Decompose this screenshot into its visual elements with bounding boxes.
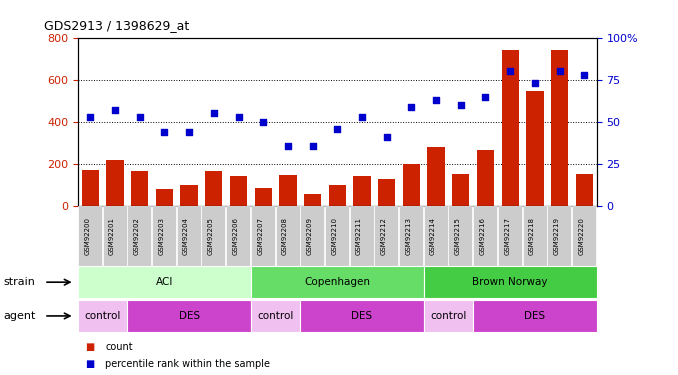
Point: [480, 94, 491, 100]
Text: count: count: [105, 342, 133, 352]
Point: [357, 114, 367, 120]
Point: [554, 68, 565, 74]
Text: GSM92201: GSM92201: [109, 217, 115, 255]
Text: ACI: ACI: [156, 277, 173, 287]
Text: GSM92213: GSM92213: [405, 217, 412, 255]
Text: strain: strain: [3, 277, 35, 287]
Bar: [230, 176, 247, 206]
Text: ■: ■: [85, 342, 94, 352]
Text: DES: DES: [524, 311, 546, 321]
Point: [283, 142, 294, 148]
Bar: [304, 194, 321, 206]
Point: [208, 110, 219, 116]
Text: control: control: [85, 311, 121, 321]
Text: GSM92217: GSM92217: [504, 217, 510, 255]
Bar: [131, 171, 148, 206]
Bar: [452, 174, 469, 206]
Text: GSM92212: GSM92212: [381, 217, 386, 255]
Point: [159, 129, 170, 135]
Bar: [427, 147, 445, 206]
Bar: [526, 91, 544, 206]
Point: [579, 72, 590, 78]
Text: GDS2913 / 1398629_at: GDS2913 / 1398629_at: [44, 19, 189, 32]
Text: GSM92218: GSM92218: [529, 217, 535, 255]
Bar: [403, 164, 420, 206]
Text: control: control: [258, 311, 294, 321]
Bar: [81, 170, 99, 206]
Point: [456, 102, 466, 108]
Bar: [254, 188, 272, 206]
Point: [504, 68, 515, 74]
Text: percentile rank within the sample: percentile rank within the sample: [105, 359, 270, 369]
Text: GSM92215: GSM92215: [455, 217, 461, 255]
Text: DES: DES: [351, 311, 373, 321]
Bar: [106, 160, 123, 206]
Bar: [353, 176, 371, 206]
Text: GSM92211: GSM92211: [356, 217, 362, 255]
Point: [381, 134, 392, 140]
Point: [307, 142, 318, 148]
Text: GSM92214: GSM92214: [430, 217, 436, 255]
Bar: [329, 185, 346, 206]
Text: GSM92207: GSM92207: [257, 217, 263, 255]
Text: agent: agent: [3, 311, 36, 321]
Text: GSM92216: GSM92216: [479, 217, 485, 255]
Point: [406, 104, 417, 110]
Point: [85, 114, 96, 120]
Point: [233, 114, 244, 120]
Text: GSM92203: GSM92203: [159, 217, 164, 255]
Text: GSM92206: GSM92206: [233, 217, 239, 255]
Text: GSM92200: GSM92200: [84, 217, 90, 255]
Bar: [378, 179, 395, 206]
Point: [110, 107, 121, 113]
Bar: [576, 174, 593, 206]
Point: [431, 97, 441, 103]
Text: ■: ■: [85, 359, 94, 369]
Text: DES: DES: [178, 311, 200, 321]
Text: GSM92202: GSM92202: [134, 217, 140, 255]
Bar: [205, 171, 222, 206]
Text: GSM92210: GSM92210: [332, 217, 338, 255]
Bar: [477, 150, 494, 206]
Text: control: control: [431, 311, 466, 321]
Point: [258, 119, 268, 125]
Bar: [502, 50, 519, 206]
Text: GSM92208: GSM92208: [282, 217, 288, 255]
Point: [184, 129, 195, 135]
Bar: [156, 189, 173, 206]
Point: [134, 114, 145, 120]
Text: Copenhagen: Copenhagen: [304, 277, 370, 287]
Bar: [551, 50, 568, 206]
Text: GSM92209: GSM92209: [306, 217, 313, 255]
Text: Brown Norway: Brown Norway: [473, 277, 548, 287]
Text: GSM92205: GSM92205: [208, 217, 214, 255]
Point: [332, 126, 342, 132]
Text: GSM92219: GSM92219: [554, 217, 559, 255]
Bar: [279, 175, 296, 206]
Text: GSM92204: GSM92204: [183, 217, 189, 255]
Text: GSM92220: GSM92220: [578, 217, 584, 255]
Bar: [180, 185, 198, 206]
Point: [530, 80, 540, 86]
